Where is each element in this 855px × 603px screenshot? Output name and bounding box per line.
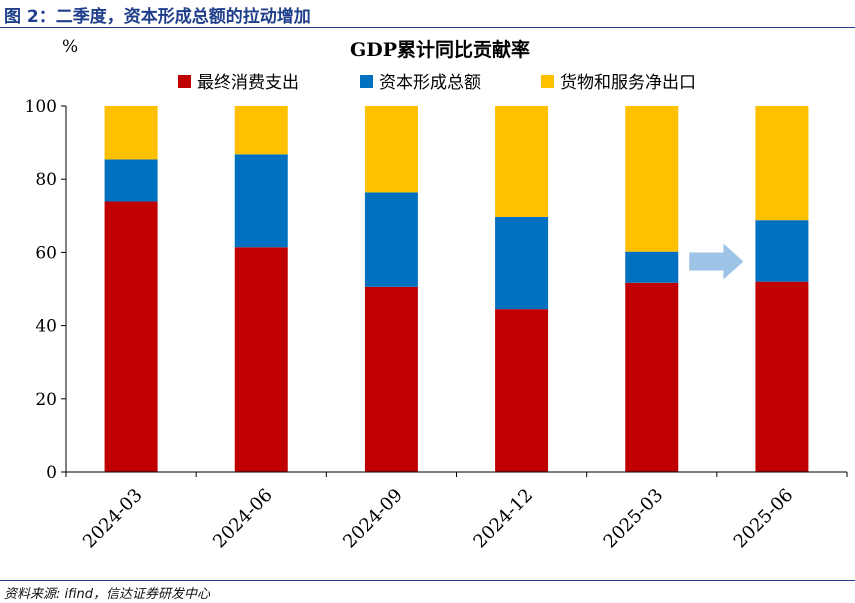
figure-header: 图 2：二季度，资本形成总额的拉动增加 (0, 0, 855, 28)
bar-segment (495, 216, 549, 310)
x-tick-label: 2024-12 (469, 485, 537, 553)
bar-segment (755, 281, 809, 472)
bar-segment (625, 282, 679, 472)
bar-segment (625, 106, 679, 252)
x-tick-label: 2025-03 (600, 485, 668, 553)
bar-segment (364, 192, 418, 287)
x-tick-label: 2024-06 (209, 485, 277, 553)
bar-segment (495, 106, 549, 217)
y-tick-label: 40 (35, 317, 57, 337)
arrow-right-icon (689, 243, 744, 280)
bar-segment (104, 159, 158, 202)
bar-segment (104, 201, 158, 472)
y-tick-label: 20 (35, 390, 57, 410)
x-tick-label: 2024-09 (339, 485, 407, 553)
stacked-bar-chart: GDP累计同比贡献率% 最终消费支出 资本形成总额 货物和服务净出口 2024-03 20… (25, 37, 848, 553)
y-unit-label: % (62, 37, 78, 57)
bar-segment (364, 286, 418, 472)
legend-label: 货物和服务净出口 (560, 73, 696, 93)
x-tick-label: 2024-03 (79, 485, 147, 553)
y-tick-label: 80 (35, 170, 57, 190)
bar-segment (755, 220, 809, 282)
legend-label: 资本形成总额 (379, 73, 481, 93)
x-tick-label: 2025-06 (730, 485, 798, 553)
bar-segment (234, 154, 288, 248)
bar-segment (104, 106, 158, 160)
legend-swatch (541, 75, 554, 88)
bar-segment (234, 247, 288, 472)
bar-segment (234, 106, 288, 155)
figure-title: 图 2：二季度，资本形成总额的拉动增加 (4, 7, 311, 27)
bar-segment (364, 106, 418, 193)
chart-title: GDP累计同比贡献率 (350, 38, 530, 61)
y-tick-label: 60 (35, 243, 57, 263)
source-note: 资料来源: ifind，信达证券研发中心 (4, 587, 211, 602)
header-divider (0, 27, 855, 28)
footer-divider (0, 580, 855, 581)
y-tick-label: 0 (46, 463, 57, 483)
legend-label: 最终消费支出 (197, 73, 299, 93)
y-tick-label: 100 (25, 97, 57, 117)
bar-segment (755, 106, 809, 221)
bar-segment (495, 309, 549, 472)
legend-swatch (178, 75, 191, 88)
legend-swatch (360, 75, 373, 88)
bar-segment (625, 251, 679, 283)
